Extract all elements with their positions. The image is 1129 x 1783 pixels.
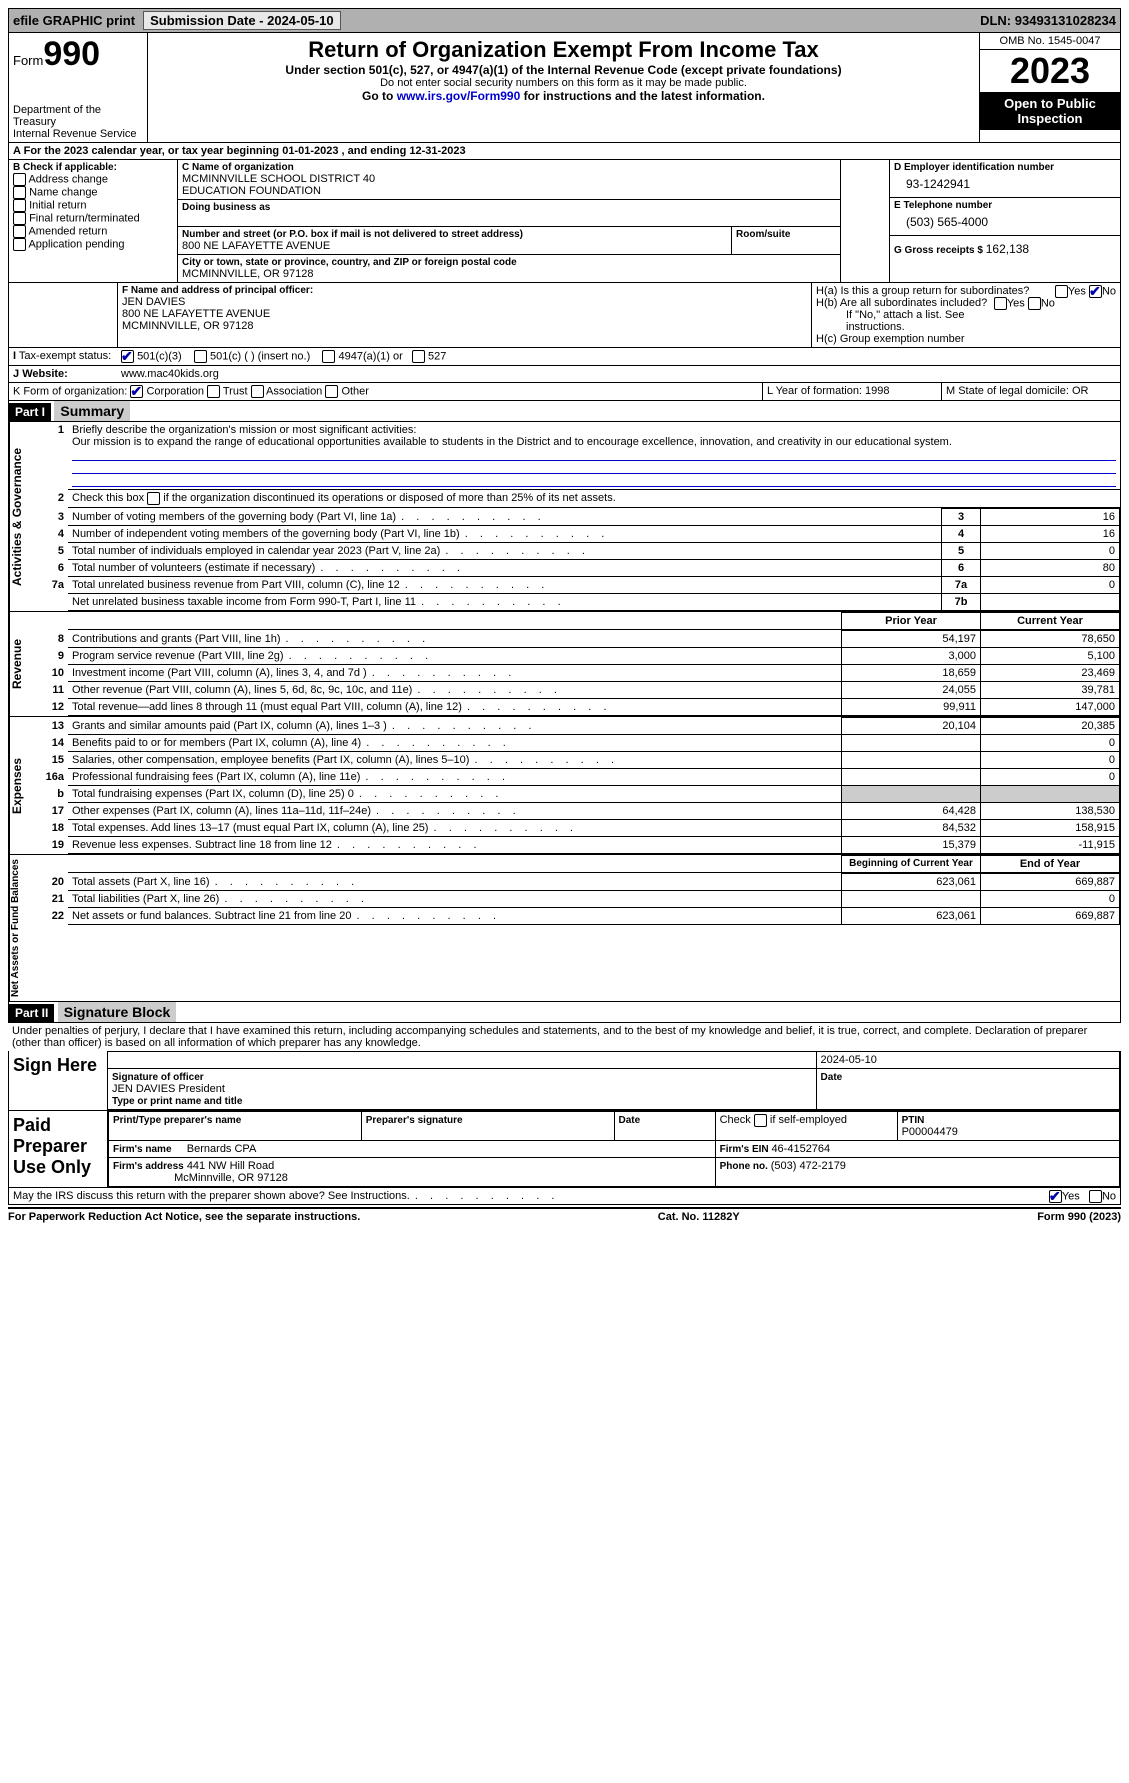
tax-status-row: I Tax-exempt status: 501(c)(3) 501(c) ( … — [8, 348, 1121, 366]
officer-group-block: F Name and address of principal officer:… — [8, 283, 1121, 348]
h-b: H(b) Are all subordinates included? Yes … — [816, 297, 1116, 309]
ein-value: 93-1242941 — [894, 173, 1116, 195]
org-name-label: C Name of organization — [182, 162, 836, 173]
dln: DLN: 93493131028234 — [980, 13, 1116, 28]
part2-hdr: Part II — [9, 1004, 54, 1022]
h-b-note: If "No," attach a list. See instructions… — [816, 309, 1116, 333]
officer-city: MCMINNVILLE, OR 97128 — [122, 320, 807, 332]
form-subtitle-3: Go to www.irs.gov/Form990 for instructio… — [152, 89, 975, 103]
form-org-row: K Form of organization: Corporation Trus… — [8, 383, 1121, 401]
efile-label: efile GRAPHIC print — [13, 13, 135, 28]
room-label: Room/suite — [736, 229, 836, 240]
phone-value: (503) 565-4000 — [894, 211, 1116, 233]
phone-label: E Telephone number — [894, 200, 1116, 211]
paid-preparer-block: Paid Preparer Use Only Print/Type prepar… — [8, 1111, 1121, 1188]
ein-label: D Employer identification number — [894, 162, 1116, 173]
header-info-block: B Check if applicable: Address change Na… — [8, 160, 1121, 283]
opt-address-change: Address change — [13, 173, 173, 186]
form-title: Return of Organization Exempt From Incom… — [152, 37, 975, 63]
part1-hdr: Part I — [9, 403, 51, 421]
irs-link[interactable]: www.irs.gov/Form990 — [397, 89, 521, 103]
officer-label: F Name and address of principal officer: — [122, 285, 807, 296]
form-number: Form990 — [13, 35, 143, 74]
street-label: Number and street (or P.O. box if mail i… — [182, 229, 727, 240]
line-a: A For the 2023 calendar year, or tax yea… — [8, 143, 1121, 160]
city-label: City or town, state or province, country… — [182, 257, 836, 268]
netassets-block: Net Assets or Fund Balances Beginning of… — [8, 855, 1121, 1002]
part1-title: Summary — [54, 401, 130, 421]
officer-name: JEN DAVIES — [122, 296, 807, 308]
gross-receipts-label: G Gross receipts $ — [894, 245, 986, 256]
discuss-row: May the IRS discuss this return with the… — [8, 1188, 1121, 1205]
sign-here-block: Sign Here 2024-05-10 Signature of office… — [8, 1051, 1121, 1111]
top-bar: efile GRAPHIC print Submission Date - 20… — [8, 8, 1121, 33]
opt-final-return: Final return/terminated — [13, 212, 173, 225]
dept-treasury: Department of the Treasury — [13, 104, 143, 128]
form-subtitle-2: Do not enter social security numbers on … — [152, 77, 975, 89]
declaration-text: Under penalties of perjury, I declare th… — [8, 1023, 1121, 1051]
form-header: Form990 Department of the Treasury Inter… — [8, 33, 1121, 143]
omb-number: OMB No. 1545-0047 — [980, 33, 1120, 50]
website-value[interactable]: www.mac40kids.org — [117, 366, 1120, 382]
submission-pill: Submission Date - 2024-05-10 — [143, 11, 341, 30]
expenses-block: Expenses 13Grants and similar amounts pa… — [8, 717, 1121, 855]
open-inspection: Open to Public Inspection — [980, 92, 1120, 130]
gross-receipts-value: 162,138 — [986, 242, 1029, 256]
officer-addr: 800 NE LAFAYETTE AVENUE — [122, 308, 807, 320]
part2-title: Signature Block — [58, 1002, 177, 1022]
dba-label: Doing business as — [182, 202, 836, 213]
revenue-block: Revenue Prior Year Current Year 8Contrib… — [8, 612, 1121, 717]
opt-initial-return: Initial return — [13, 199, 173, 212]
org-name-1: MCMINNVILLE SCHOOL DISTRICT 40 — [182, 173, 836, 185]
street-address: 800 NE LAFAYETTE AVENUE — [182, 240, 727, 252]
activities-governance-block: Activities & Governance 1 Briefly descri… — [8, 422, 1121, 612]
h-a: H(a) Is this a group return for subordin… — [816, 285, 1116, 297]
form-subtitle-1: Under section 501(c), 527, or 4947(a)(1)… — [152, 63, 975, 77]
opt-name-change: Name change — [13, 186, 173, 199]
box-b-title: B Check if applicable: — [13, 162, 173, 173]
irs-label: Internal Revenue Service — [13, 128, 143, 140]
website-row: J Website: www.mac40kids.org — [8, 366, 1121, 383]
opt-application-pending: Application pending — [13, 238, 173, 251]
org-name-2: EDUCATION FOUNDATION — [182, 185, 836, 197]
tax-year: 2023 — [980, 50, 1120, 92]
page-footer: For Paperwork Reduction Act Notice, see … — [8, 1207, 1121, 1223]
city-state-zip: MCMINNVILLE, OR 97128 — [182, 268, 836, 280]
opt-amended-return: Amended return — [13, 225, 173, 238]
h-c: H(c) Group exemption number — [816, 333, 1116, 345]
